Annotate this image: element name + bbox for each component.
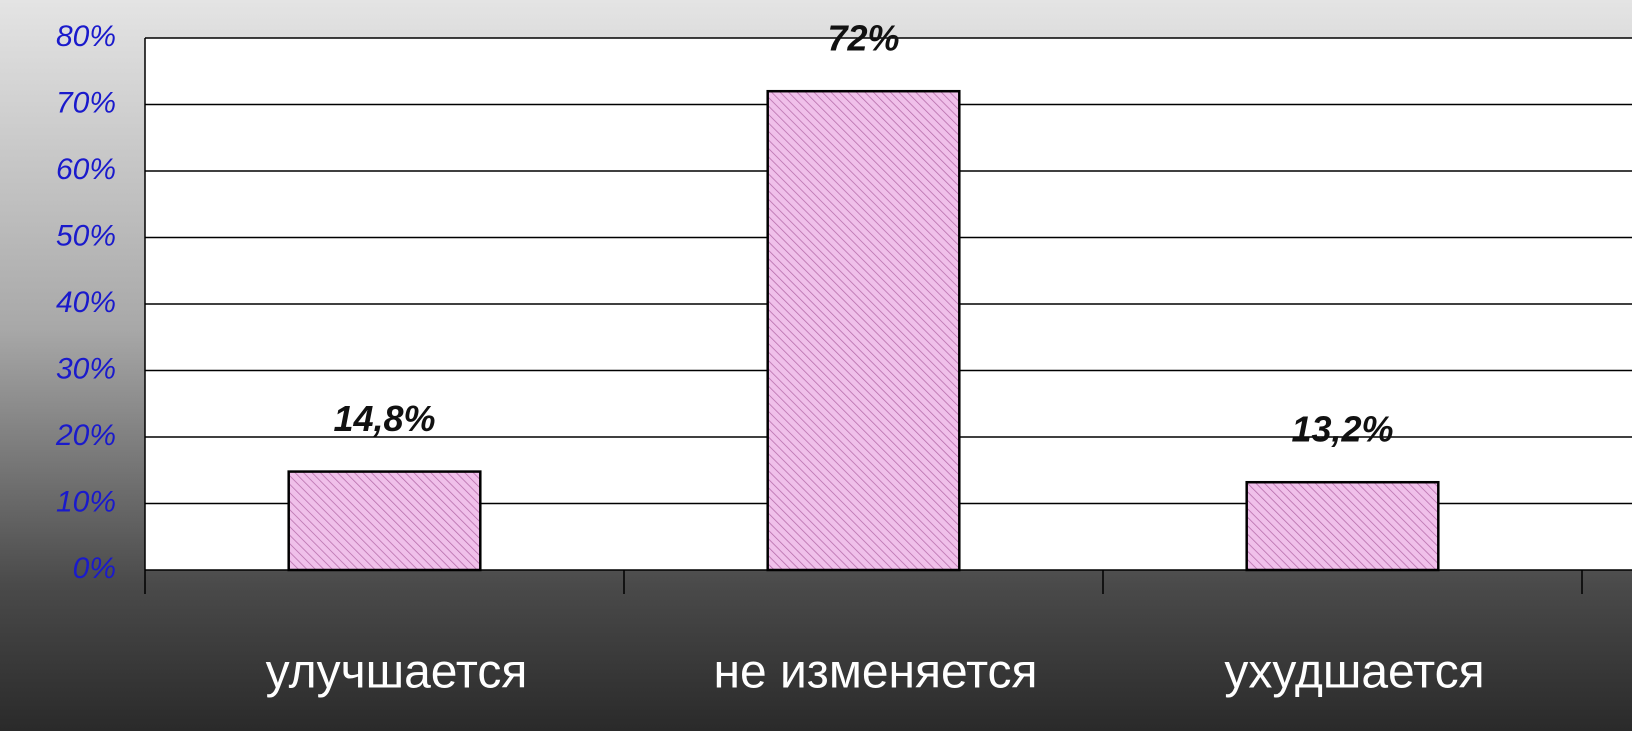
- y-tick-label: 30%: [56, 352, 116, 385]
- bar: [1245, 480, 1440, 572]
- y-tick-label: 70%: [56, 86, 116, 119]
- value-label: 13,2%: [1291, 409, 1393, 450]
- x-tick-label: ухудшается: [1224, 646, 1484, 699]
- y-tick-label: 40%: [56, 286, 116, 319]
- x-tick-label: улучшается: [266, 646, 528, 699]
- y-tick-label: 80%: [56, 20, 116, 53]
- y-tick-label: 10%: [56, 485, 116, 518]
- value-label: 72%: [827, 18, 899, 59]
- x-tick-label: не изменяется: [713, 646, 1037, 699]
- y-tick-label: 0%: [73, 552, 116, 585]
- bar: [287, 470, 482, 572]
- y-tick-label: 50%: [56, 219, 116, 252]
- y-tick-label: 60%: [56, 153, 116, 186]
- bar: [766, 89, 961, 572]
- y-tick-label: 20%: [55, 419, 116, 452]
- value-label: 14,8%: [333, 398, 435, 439]
